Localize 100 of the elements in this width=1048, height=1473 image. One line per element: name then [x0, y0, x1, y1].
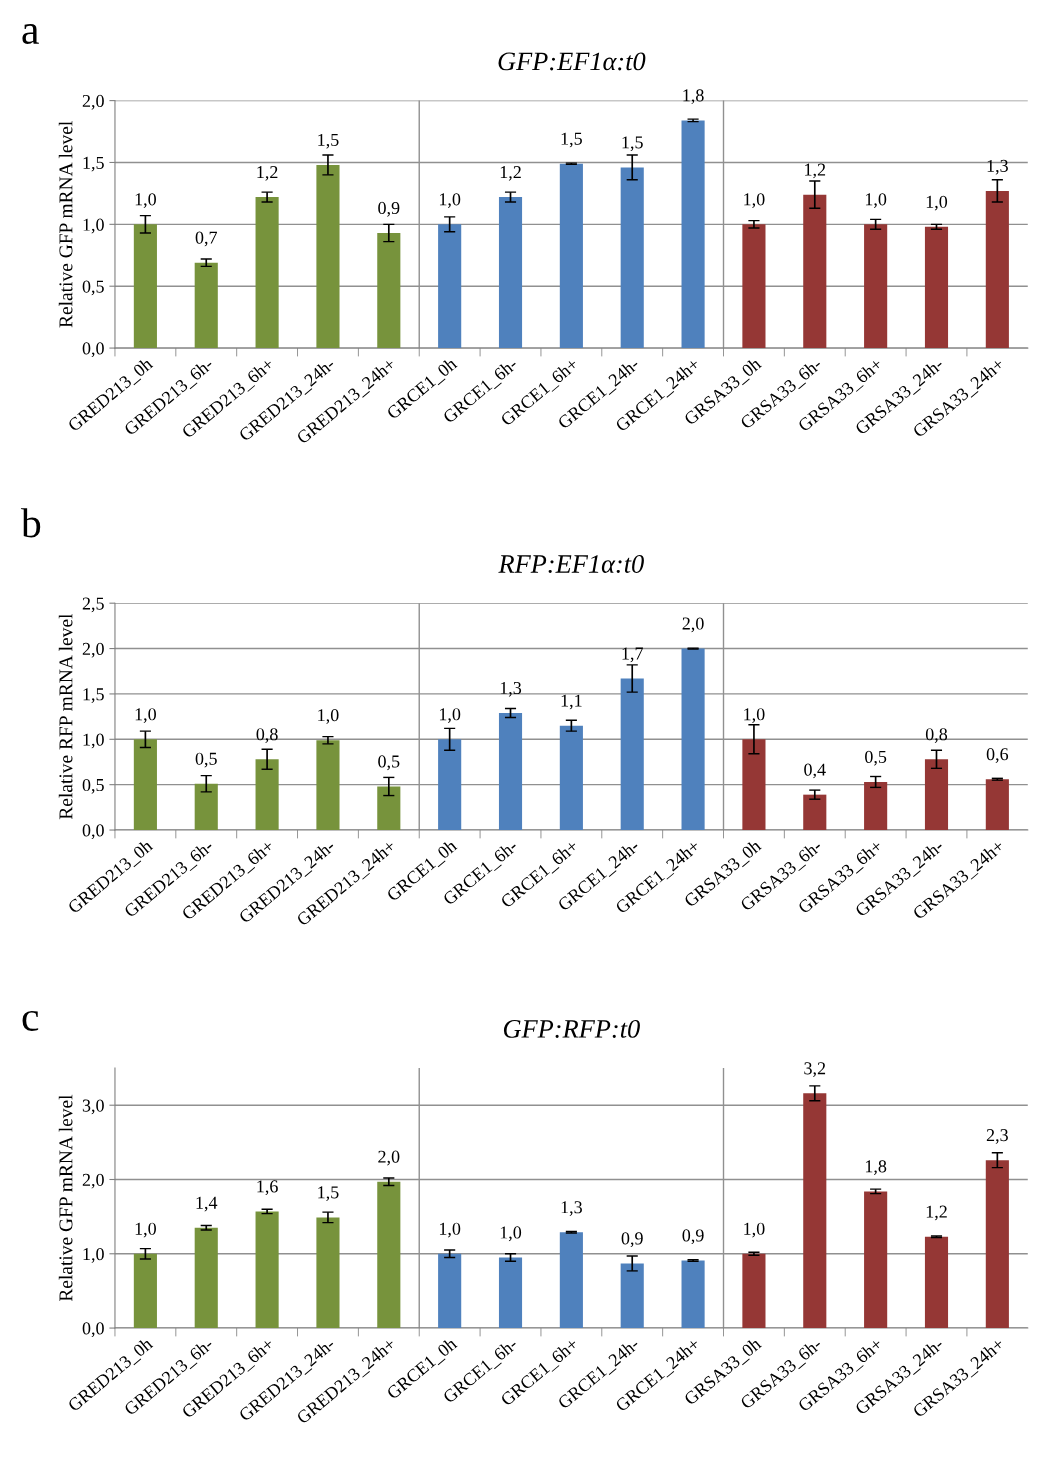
- data-label: 1,0: [865, 193, 887, 208]
- bar: [742, 739, 766, 831]
- bar: [864, 781, 888, 831]
- bar: [985, 779, 1009, 831]
- data-label: 1,0: [744, 1222, 765, 1238]
- y-tick-label: 2,0: [82, 642, 104, 658]
- bar: [438, 1253, 462, 1329]
- bar: [316, 1217, 340, 1329]
- bar: [620, 1263, 644, 1329]
- bar: [377, 1181, 401, 1329]
- bar: [194, 783, 218, 831]
- y-tick-label: 1,5: [83, 688, 104, 703]
- data-label: 1,2: [805, 163, 826, 179]
- bar: [377, 786, 401, 831]
- bar: [133, 224, 157, 349]
- bar: [985, 1160, 1009, 1329]
- bar: [681, 1260, 705, 1329]
- text: c: [22, 1010, 39, 1031]
- bar: [803, 1093, 827, 1329]
- data-label: 1,0: [439, 193, 461, 208]
- bar: [742, 1253, 766, 1329]
- data-label: 1,2: [500, 166, 521, 181]
- bar: [559, 725, 583, 831]
- bar: [316, 740, 340, 831]
- bar: [133, 1253, 157, 1329]
- y-tick-label: 2,0: [82, 1173, 104, 1189]
- bar: [316, 164, 340, 349]
- bar: [255, 759, 279, 831]
- data-label: 1,0: [318, 709, 339, 724]
- bar: [498, 197, 523, 349]
- bar: [255, 197, 279, 349]
- data-label: 0,5: [865, 750, 887, 766]
- bar: [559, 1232, 583, 1329]
- data-label: 2,0: [682, 617, 704, 633]
- y-tick-label: 1,0: [83, 733, 104, 749]
- y-tick-label: 0,0: [82, 342, 104, 358]
- bar: [498, 712, 523, 831]
- data-label: 0,5: [195, 752, 217, 768]
- data-label: 1,3: [500, 681, 522, 697]
- bar: [803, 194, 827, 349]
- bar: [924, 226, 949, 349]
- data-label: 1,5: [622, 136, 643, 152]
- data-label: 1,0: [135, 1222, 156, 1238]
- bar: [924, 759, 949, 831]
- data-label: 1,1: [561, 694, 582, 710]
- data-label: 1,3: [561, 1201, 582, 1216]
- bar: [194, 1227, 218, 1329]
- data-label: 1,0: [135, 193, 156, 208]
- data-label: 0,4: [804, 763, 826, 779]
- chart-title: GFP:EF1α:t0: [498, 52, 646, 71]
- data-label: 1,0: [926, 195, 948, 211]
- text: b: [20, 508, 41, 538]
- data-label: 1,0: [744, 193, 765, 208]
- y-tick-label: 2,0: [82, 94, 104, 110]
- bar: [681, 648, 705, 831]
- data-label: 1,0: [439, 708, 461, 723]
- y-tick-label: 0,5: [82, 280, 104, 296]
- bar: [864, 1191, 888, 1329]
- data-label: 0,8: [925, 728, 948, 743]
- text: a: [22, 24, 39, 45]
- data-label: 1,5: [318, 1186, 339, 1202]
- data-label: 0,9: [682, 1229, 704, 1245]
- y-tick-label: 1,0: [83, 1248, 104, 1263]
- y-axis-title: Relative GFP mRNA level: [58, 121, 73, 328]
- data-label: 0,6: [986, 748, 1009, 763]
- data-label: 0,9: [621, 1232, 643, 1248]
- data-label: 1,7: [622, 647, 643, 663]
- bar: [255, 1211, 279, 1329]
- y-axis-title: Relative RFP mRNA level: [58, 613, 73, 820]
- y-tick-label: 1,0: [83, 218, 104, 234]
- data-label: 1,0: [439, 1222, 461, 1238]
- data-label: 1,5: [561, 132, 582, 148]
- bar: [681, 120, 705, 349]
- data-label: 0,7: [195, 231, 218, 247]
- data-label: 1,0: [744, 708, 765, 723]
- bar: [620, 167, 644, 349]
- y-axis-title: Relative GFP mRNA level: [58, 1094, 73, 1302]
- y-tick-label: 2,5: [82, 597, 104, 613]
- data-label: 2,3: [986, 1129, 1008, 1144]
- bar: [985, 190, 1009, 349]
- chart-title: RFP:EF1α:t0: [498, 555, 644, 574]
- data-label: 1,3: [987, 159, 1008, 175]
- y-tick-label: 3,0: [82, 1099, 104, 1115]
- data-label: 0,5: [378, 755, 400, 771]
- y-tick-label: 0,0: [82, 1322, 104, 1338]
- bar: [133, 739, 157, 831]
- bar: [438, 739, 462, 831]
- data-label: 0,8: [256, 728, 278, 743]
- bar: [803, 794, 827, 831]
- y-tick-label: 0,0: [82, 824, 104, 840]
- data-label: 1,5: [318, 133, 339, 149]
- bar: [620, 678, 644, 831]
- bar: [438, 224, 462, 349]
- bar: [559, 163, 583, 349]
- bar: [924, 1236, 949, 1329]
- data-label: 2,0: [378, 1150, 400, 1166]
- data-label: 1,8: [865, 1160, 887, 1176]
- data-label: 1,4: [196, 1196, 218, 1212]
- data-label: 1,8: [683, 89, 704, 105]
- data-label: 1,2: [257, 166, 278, 181]
